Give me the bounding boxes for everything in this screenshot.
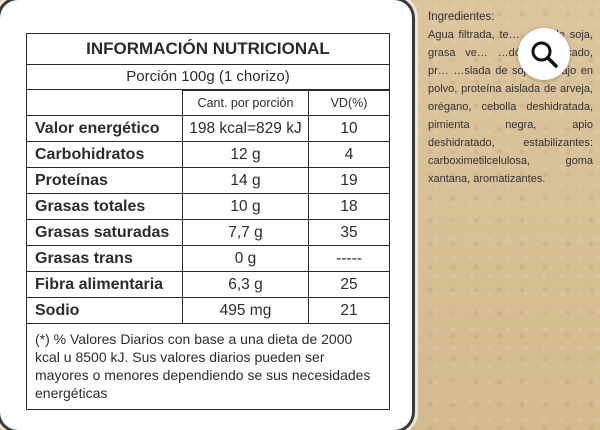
- column-header-row: Cant. por porción VD(%): [27, 90, 389, 116]
- nutrient-vd: 18: [308, 193, 389, 220]
- header-blank-cell: [27, 90, 183, 116]
- search-icon: [531, 41, 558, 68]
- column-header-vd: VD(%): [308, 90, 389, 116]
- nutrient-amount: 198 kcal=829 kJ: [182, 115, 309, 142]
- table-row: Grasas totales 10 g 18: [27, 193, 389, 220]
- nutrient-grid: Cant. por porción VD(%) Valor energético…: [27, 90, 389, 323]
- table-row: Carbohidratos 12 g 4: [27, 141, 389, 168]
- daily-value-footnote: (*) % Valores Diarios con base a una die…: [27, 323, 389, 409]
- nutrition-label-card: INFORMACIÓN NUTRICIONAL Porción 100g (1 …: [0, 0, 412, 430]
- nutrient-label: Grasas trans: [27, 245, 183, 272]
- nutrient-vd: 25: [308, 271, 389, 298]
- nutrient-vd: 19: [308, 167, 389, 194]
- table-row: Fibra alimentaria 6,3 g 25: [27, 271, 389, 298]
- table-row: Grasas saturadas 7,7 g 35: [27, 219, 389, 246]
- ingredients-title: Ingredientes:: [428, 11, 495, 23]
- column-header-amount: Cant. por porción: [182, 90, 309, 116]
- nutrient-label: Proteínas: [27, 167, 183, 194]
- nutrient-label: Grasas saturadas: [27, 219, 183, 246]
- ingredients-panel: Ingredientes: Agua filtrada, te… …do de …: [428, 8, 593, 188]
- nutrient-vd: -----: [308, 245, 389, 272]
- nutrient-amount: 10 g: [182, 193, 309, 220]
- nutrition-title: INFORMACIÓN NUTRICIONAL: [27, 34, 389, 65]
- nutrient-label: Valor energético: [27, 115, 183, 142]
- nutrient-vd: 21: [308, 297, 389, 323]
- nutrition-table: INFORMACIÓN NUTRICIONAL Porción 100g (1 …: [26, 33, 390, 410]
- table-row: Valor energético 198 kcal=829 kJ 10: [27, 115, 389, 142]
- table-row: Sodio 495 mg 21: [27, 297, 389, 323]
- nutrient-amount: 6,3 g: [182, 271, 309, 298]
- nutrient-amount: 0 g: [182, 245, 309, 272]
- nutrient-label: Sodio: [27, 297, 183, 323]
- nutrient-vd: 10: [308, 115, 389, 142]
- portion-size: Porción 100g (1 chorizo): [27, 65, 389, 90]
- nutrient-label: Grasas totales: [27, 193, 183, 220]
- nutrient-label: Carbohidratos: [27, 141, 183, 168]
- zoom-search-button[interactable]: [518, 28, 570, 80]
- nutrient-amount: 12 g: [182, 141, 309, 168]
- nutrient-amount: 495 mg: [182, 297, 309, 323]
- table-row: Proteínas 14 g 19: [27, 167, 389, 194]
- nutrient-amount: 7,7 g: [182, 219, 309, 246]
- nutrient-vd: 4: [308, 141, 389, 168]
- table-row: Grasas trans 0 g -----: [27, 245, 389, 272]
- nutrient-label: Fibra alimentaria: [27, 271, 183, 298]
- nutrient-amount: 14 g: [182, 167, 309, 194]
- nutrient-vd: 35: [308, 219, 389, 246]
